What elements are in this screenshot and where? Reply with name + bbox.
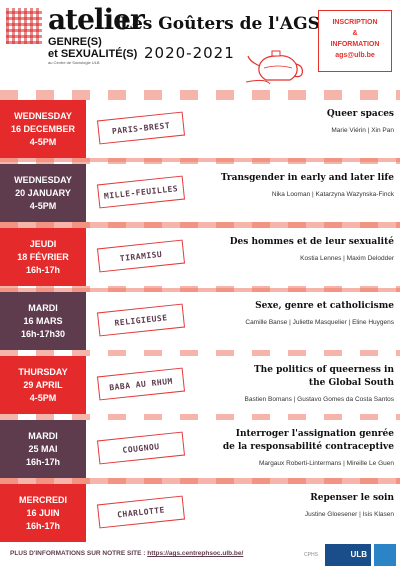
talk-speakers: Margaux Roberti-Lintermans | Mireille Le… (259, 460, 394, 467)
talk-title: Queer spaces (326, 109, 394, 119)
session-time: 16h-17h (25, 521, 60, 531)
header: atelier GENRE(S) et SEXUALITÉ(S) au Cent… (0, 0, 400, 88)
session-day: WEDNESDAY (14, 175, 72, 185)
gingham-logo-icon (6, 8, 42, 44)
talk-speakers: Kostia Lennes | Maxim Delodder (300, 255, 394, 262)
logo-line-sexualites: et SEXUALITÉ(S) (48, 48, 138, 60)
session-row: MARDI 16 MARS 16h-17h30 RELIGIEUSE Sexe,… (0, 292, 400, 350)
talk-speakers: Justine Gloesener | Isis Klasen (304, 511, 394, 518)
teapot-icon (246, 50, 303, 85)
talk-info: Repenser le soin Justine Gloesener | Isi… (194, 492, 394, 518)
info-ampersand: & (352, 30, 358, 37)
footer-link[interactable]: https://ags.centrephsoc.ulb.be/ (147, 550, 244, 557)
session-day: MARDI (28, 431, 58, 441)
schedule: WEDNESDAY 16 DECEMBER 4-5PM PARIS-BREST … (0, 90, 400, 542)
session-time: 16h-17h (25, 457, 60, 467)
session-row: MERCREDI 16 JUIN 16h-17h CHARLOTTE Repen… (0, 484, 400, 542)
session-date: WEDNESDAY 20 JANUARY 4-5PM (0, 164, 86, 222)
footer-label: PLUS D'INFORMATIONS SUR NOTRE SITE : (10, 550, 148, 557)
talk-speakers: Marie Viérin | Xin Pan (331, 127, 394, 134)
session-date: MERCREDI 16 JUIN 16h-17h (0, 484, 86, 542)
footer: PLUS D'INFORMATIONS SUR NOTRE SITE : htt… (0, 542, 400, 567)
academic-year: 2020-2021 (144, 44, 235, 62)
info-box: INSCRIPTION & INFORMATION ags@ulb.be (318, 10, 392, 72)
talk-info: Queer spaces Marie Viérin | Xin Pan (194, 108, 394, 134)
session-time: 16h-17h30 (20, 329, 66, 339)
talk-speakers: Bastien Bomans | Gustavo Gomes da Costa … (244, 396, 394, 403)
info-email[interactable]: ags@ulb.be (335, 52, 375, 59)
session-date: THURSDAY 29 APRIL 4-5PM (0, 356, 86, 414)
talk-title-line2: de la responsabilité contraceptive (222, 442, 394, 452)
session-date-text: 25 MAI (28, 444, 58, 454)
session-row: JEUDI 18 FÉVRIER 16h-17h TIRAMISU Des ho… (0, 228, 400, 286)
session-time: 4-5PM (29, 393, 57, 403)
session-date: WEDNESDAY 16 DECEMBER 4-5PM (0, 100, 86, 158)
session-time: 16h-17h (25, 265, 60, 275)
talk-info: Sexe, genre et catholicisme Camille Bans… (194, 300, 394, 326)
talk-title: Transgender in early and later life (220, 173, 394, 183)
logo-tagline: au Centre de Sociologie ULB (48, 60, 100, 65)
session-date-text: 29 APRIL (23, 380, 63, 390)
info-information: INFORMATION (330, 41, 380, 48)
session-date-text: 18 FÉVRIER (17, 252, 69, 262)
session-time: 4-5PM (29, 137, 57, 147)
cphs-logo: CPHS (304, 551, 318, 558)
session-date-text: 16 JUIN (26, 508, 60, 518)
talk-info: Transgender in early and later life Nika… (194, 172, 394, 198)
session-day: MERCREDI (18, 495, 67, 505)
session-day: THURSDAY (18, 367, 68, 377)
session-date: MARDI 25 MAI 16h-17h (0, 420, 86, 478)
talk-info: The politics of queerness in the Global … (194, 364, 394, 403)
session-row: MARDI 25 MAI 16h-17h COUGNOU Interroger … (0, 420, 400, 478)
talk-speakers: Camille Banse | Juliette Masquelier | El… (245, 319, 394, 326)
ulb-logo: ULB (325, 543, 371, 566)
session-day: WEDNESDAY (14, 111, 72, 121)
logo-line-genres: GENRE(S) (48, 36, 102, 48)
talk-info: Des hommes et de leur sexualité Kostia L… (194, 236, 394, 262)
talk-title: The politics of queerness in (253, 365, 394, 375)
session-date-text: 16 MARS (23, 316, 63, 326)
session-day: MARDI (28, 303, 58, 313)
footer-text: PLUS D'INFORMATIONS SUR NOTRE SITE : htt… (10, 550, 243, 557)
session-date-text: 20 JANUARY (15, 188, 71, 198)
session-row: WEDNESDAY 16 DECEMBER 4-5PM PARIS-BREST … (0, 100, 400, 158)
partner-logo-icon (374, 543, 396, 566)
talk-title: Repenser le soin (310, 493, 394, 503)
session-time: 4-5PM (29, 201, 57, 211)
talk-title: Des hommes et de leur sexualité (229, 237, 394, 247)
talk-speakers: Nika Looman | Katarzyna Wazynska-Finck (271, 191, 394, 198)
session-row: THURSDAY 29 APRIL 4-5PM BABA AU RHUM The… (0, 356, 400, 414)
session-row: WEDNESDAY 20 JANUARY 4-5PM MILLE-FEUILLE… (0, 164, 400, 222)
talk-title: Sexe, genre et catholicisme (255, 301, 394, 311)
talk-title: Interroger l'assignation genrée (235, 429, 394, 439)
session-date: MARDI 16 MARS 16h-17h30 (0, 292, 86, 350)
info-inscription: INSCRIPTION (332, 19, 378, 26)
session-day: JEUDI (29, 239, 57, 249)
talk-title-line2: the Global South (308, 378, 394, 388)
logo-word: atelier (48, 3, 145, 36)
talk-info: Interroger l'assignation genrée de la re… (194, 428, 394, 467)
page-title: Les Goûters de l'AGS (120, 14, 320, 34)
session-date-text: 16 DECEMBER (10, 124, 75, 134)
session-date: JEUDI 18 FÉVRIER 16h-17h (0, 228, 86, 286)
footer-logos: CPHS ULB (300, 542, 396, 567)
